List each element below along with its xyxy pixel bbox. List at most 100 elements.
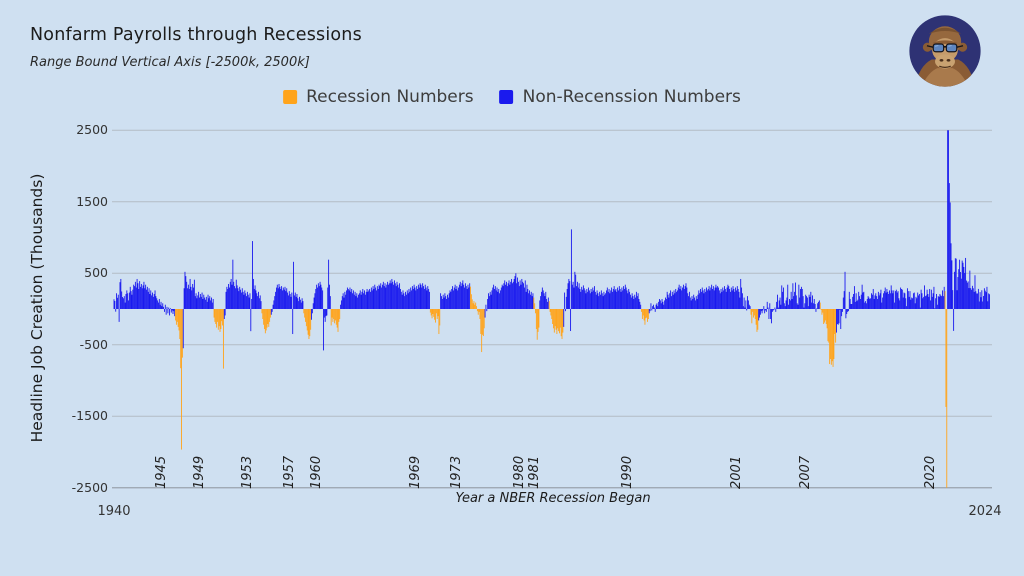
bar [128,300,129,309]
bar [340,300,342,309]
bar [970,288,972,309]
bar [333,309,335,320]
sunglasses-icon [926,43,964,53]
bar [166,306,168,310]
bar [647,309,648,322]
bar [482,309,484,337]
bar [847,309,849,312]
bar [526,284,528,309]
bar [763,306,765,309]
bar [645,309,647,319]
gorilla-avatar[interactable] [907,13,983,89]
bar [873,298,875,309]
bar [697,294,699,309]
bar [765,309,767,312]
bar [806,297,808,309]
bar [751,309,753,324]
bar [207,294,209,309]
bar [354,291,356,309]
bar [968,288,970,309]
bar [948,130,949,309]
bar [759,309,761,315]
bar [125,293,127,309]
bar [284,286,286,309]
bar [686,287,688,309]
bar [498,288,500,309]
bar [824,309,825,323]
bar [399,288,401,309]
bar [812,295,813,309]
legend-item-recession[interactable]: Recession Numbers [283,87,474,107]
bar [187,288,188,309]
bar [391,278,393,309]
bar [199,293,201,309]
bar [467,284,469,309]
bar [868,297,870,309]
bar [680,286,682,309]
bar [808,294,810,309]
bar [859,296,861,309]
bar [149,293,151,309]
gorilla-illustration [914,26,976,87]
bar [975,291,977,309]
bar [978,301,980,309]
bar [137,283,139,309]
bar [755,309,757,325]
bar [378,284,380,309]
bar [709,290,711,309]
bar [311,309,312,320]
bar [577,287,579,309]
bar [791,298,793,309]
bar [883,291,885,310]
bar [508,280,510,309]
bar [538,309,540,328]
bar [492,287,494,309]
legend-item-non-recession[interactable]: Non-Recenssion Numbers [499,87,741,107]
bar [269,309,271,322]
bar [485,304,487,309]
y-tick-label: -500 [79,336,108,352]
x-tick-label: 2020 [923,455,939,489]
bar [616,291,618,309]
bar [622,290,624,309]
bar [175,309,177,321]
bar [790,291,792,309]
bar [496,287,498,309]
bar [522,281,524,309]
bar [140,286,141,309]
bar [415,290,417,309]
bar [793,296,795,309]
bar [178,309,180,331]
bar [624,284,626,309]
bar [776,301,778,309]
bar [536,309,538,340]
bar [170,309,172,313]
bar [638,298,640,309]
bar [936,304,938,309]
bar [815,309,817,312]
bar [320,284,322,309]
bar [818,301,819,309]
bar [744,307,746,309]
bar [959,259,961,309]
bar [312,303,314,309]
bar [532,293,534,309]
bar [222,309,224,369]
bar [158,302,159,309]
bar [422,283,424,309]
bar [857,299,859,309]
bar [564,292,566,310]
bar [140,283,142,309]
bar [465,286,467,309]
bar [179,309,181,340]
bar [205,299,206,309]
bar [201,292,203,310]
bar [829,309,831,365]
bar [552,309,554,325]
bar [500,287,502,309]
bar [427,286,429,309]
bar [484,309,486,318]
bar [562,309,564,333]
bar [665,298,667,309]
